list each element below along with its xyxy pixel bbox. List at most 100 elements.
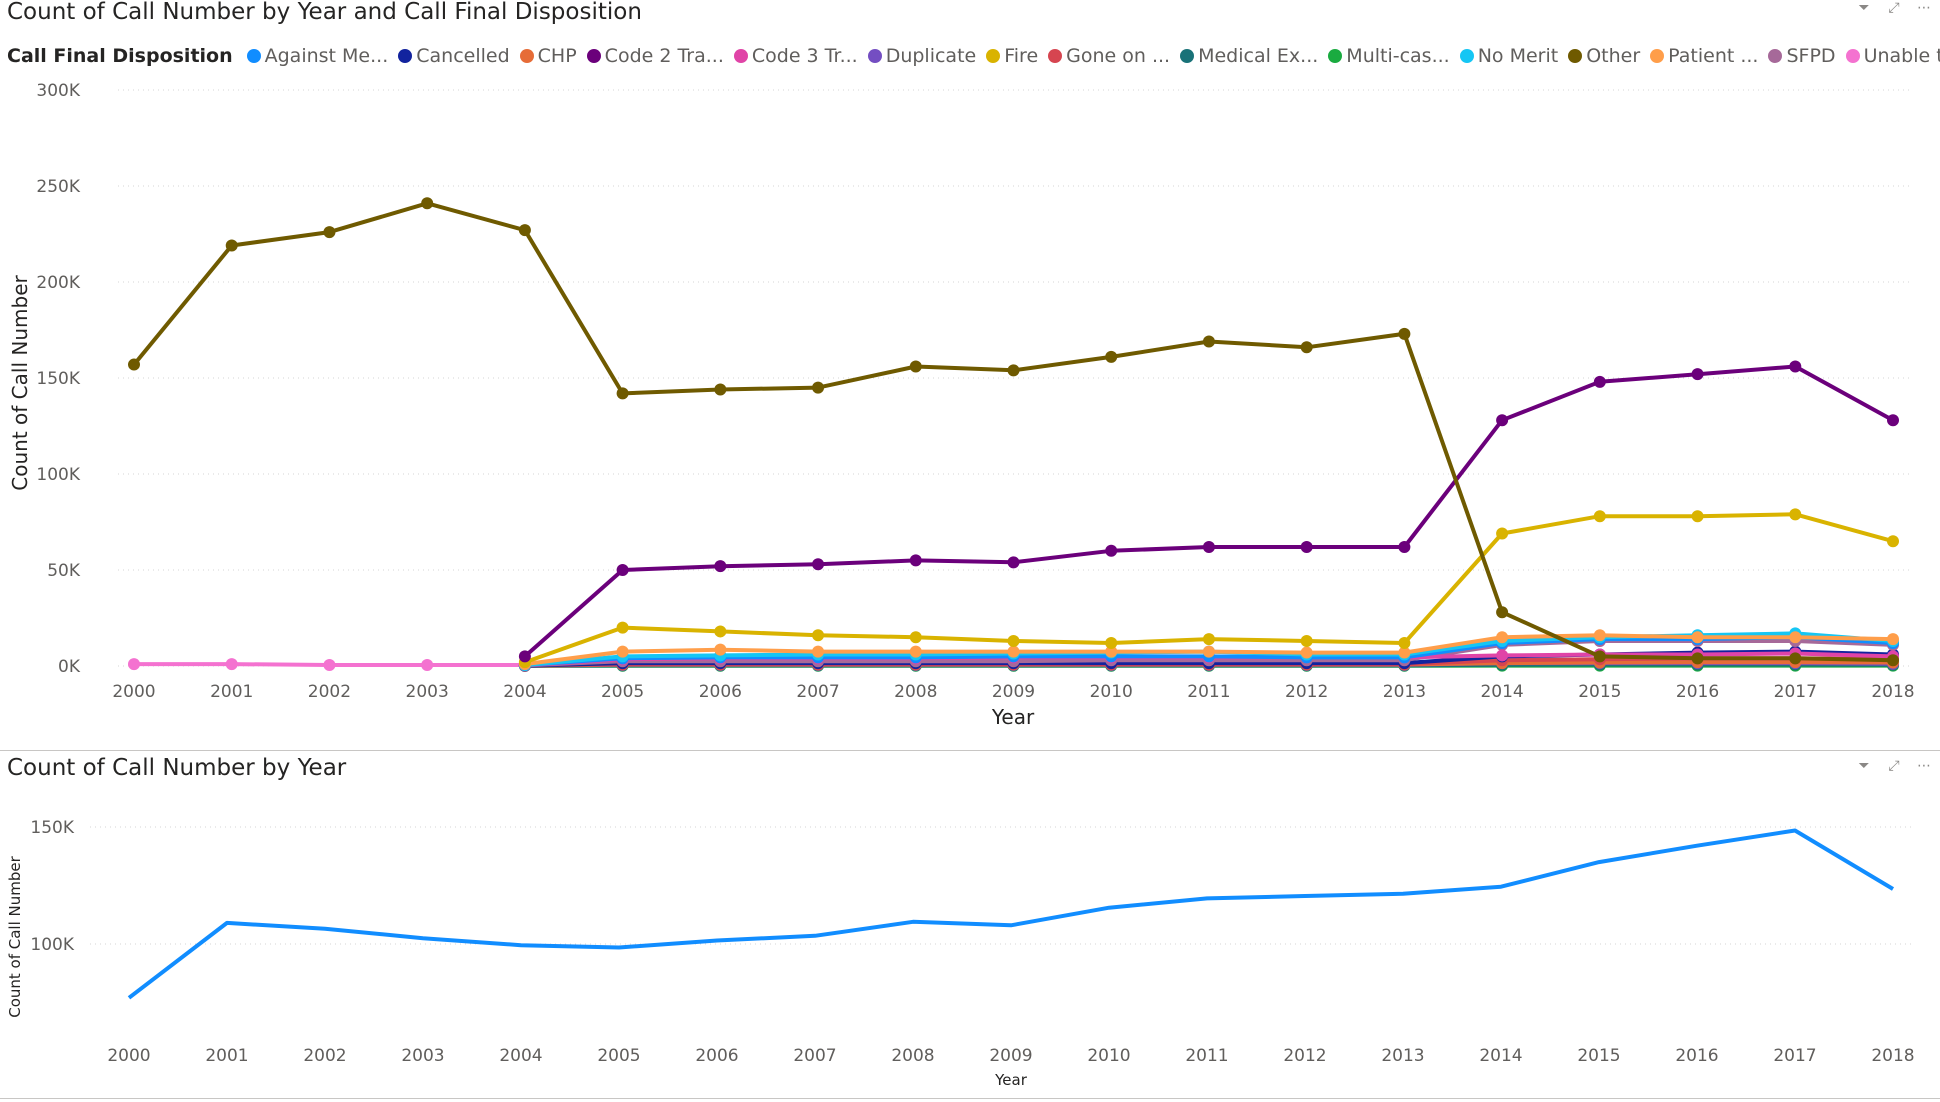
legend-item[interactable]: Medical Ex... [1180,45,1318,67]
more-options-icon[interactable]: ⋯ [1917,758,1931,774]
data-point[interactable] [1887,654,1899,667]
data-point[interactable] [128,358,140,371]
legend-item[interactable]: Duplicate [867,45,976,67]
data-point[interactable] [1887,414,1899,427]
data-point[interactable] [616,564,629,576]
data-point[interactable] [1496,527,1509,540]
bottom-chart-visual[interactable]: Count of Call Number by Year ⏷ ⤢ ⋯ 100K 1… [0,752,1940,1102]
data-point[interactable] [909,645,922,658]
filter-icon[interactable]: ⏷ [1858,0,1870,16]
data-point[interactable] [812,381,825,394]
legend-item[interactable]: Code 3 Tr... [733,45,858,67]
legend-item[interactable]: Gone on ... [1048,45,1170,67]
legend-item[interactable]: Multi-cas... [1328,45,1450,67]
legend-item[interactable]: No Merit [1459,45,1558,67]
data-point[interactable] [1398,646,1411,659]
data-point[interactable] [1691,510,1704,523]
x-tick-label: 2009 [989,1046,1032,1066]
legend-item[interactable]: Fire [986,45,1038,67]
data-point[interactable] [714,383,727,396]
legend-item[interactable]: Patient ... [1650,45,1758,67]
data-point[interactable] [1398,540,1411,553]
more-options-icon[interactable]: ⋯ [1917,0,1931,16]
data-point[interactable] [616,621,629,634]
top-chart-title: Count of Call Number by Year and Call Fi… [7,0,642,25]
legend-marker-icon [1568,49,1583,63]
data-point[interactable] [616,645,629,658]
data-point[interactable] [1300,646,1313,659]
legend-item[interactable]: SFPD [1768,45,1836,67]
data-point[interactable] [1300,635,1313,648]
data-point[interactable] [812,629,825,642]
data-point[interactable] [1300,540,1313,553]
data-point[interactable] [1887,535,1899,548]
x-axis-title: Year [994,1071,1028,1089]
data-point[interactable] [1300,341,1313,354]
data-point[interactable] [812,558,825,571]
data-point[interactable] [714,560,727,573]
data-point[interactable] [518,224,531,237]
x-tick-label: 2005 [601,682,644,702]
data-point[interactable] [909,631,922,644]
y-tick-label: 0K [58,657,81,677]
data-point[interactable] [1105,645,1118,658]
legend-label: Multi-cas... [1346,45,1450,67]
data-point[interactable] [1496,649,1509,662]
data-point[interactable] [1202,335,1215,348]
legend-item[interactable]: Unable to ... [1845,45,1940,67]
data-point[interactable] [518,650,531,663]
data-point[interactable] [1202,645,1215,658]
data-point[interactable] [909,360,922,373]
data-point[interactable] [1398,636,1411,649]
data-point[interactable] [128,658,140,671]
data-point[interactable] [1593,510,1606,523]
filter-icon[interactable]: ⏷ [1858,758,1870,774]
top-chart-visual[interactable]: Count of Call Number by Year and Call Fi… [0,0,1940,748]
data-point[interactable] [225,239,238,252]
legend-item[interactable]: CHP [519,45,577,67]
data-point[interactable] [714,643,727,656]
data-point[interactable] [1887,633,1899,646]
data-point[interactable] [1202,540,1215,553]
data-point[interactable] [1007,645,1020,658]
legend-item[interactable]: Cancelled [398,45,510,67]
focus-mode-icon[interactable]: ⤢ [1888,0,1900,16]
data-point[interactable] [1105,544,1118,557]
data-point[interactable] [616,387,629,400]
data-point[interactable] [1496,414,1509,427]
x-tick-label: 2010 [1087,1046,1130,1066]
data-point[interactable] [1496,606,1509,619]
data-point[interactable] [1105,350,1118,363]
data-point[interactable] [225,658,238,671]
data-point[interactable] [1691,631,1704,644]
legend-item[interactable]: Against Me... [246,45,388,67]
data-point[interactable] [323,226,336,239]
data-point[interactable] [1691,652,1704,665]
data-point[interactable] [1691,368,1704,381]
data-point[interactable] [1007,364,1020,377]
legend-marker-icon [733,49,748,63]
data-point[interactable] [421,197,434,210]
legend-label: Gone on ... [1066,45,1171,67]
data-point[interactable] [1789,631,1802,644]
data-point[interactable] [714,625,727,638]
data-point[interactable] [1593,375,1606,388]
data-point[interactable] [1105,636,1118,649]
focus-mode-icon[interactable]: ⤢ [1888,758,1900,774]
data-point[interactable] [909,554,922,567]
data-point[interactable] [812,645,825,658]
data-point[interactable] [1398,327,1411,340]
data-point[interactable] [1789,652,1802,665]
data-point[interactable] [1007,635,1020,648]
data-point[interactable] [323,659,336,672]
data-point[interactable] [1789,508,1802,521]
data-point[interactable] [1496,631,1509,644]
data-point[interactable] [1202,633,1215,646]
data-point[interactable] [1789,360,1802,373]
legend-item[interactable]: Code 2 Tra... [586,45,724,67]
data-point[interactable] [1593,650,1606,663]
data-point[interactable] [1593,629,1606,642]
legend-item[interactable]: Other [1568,45,1640,67]
data-point[interactable] [421,659,434,672]
data-point[interactable] [1007,556,1020,569]
